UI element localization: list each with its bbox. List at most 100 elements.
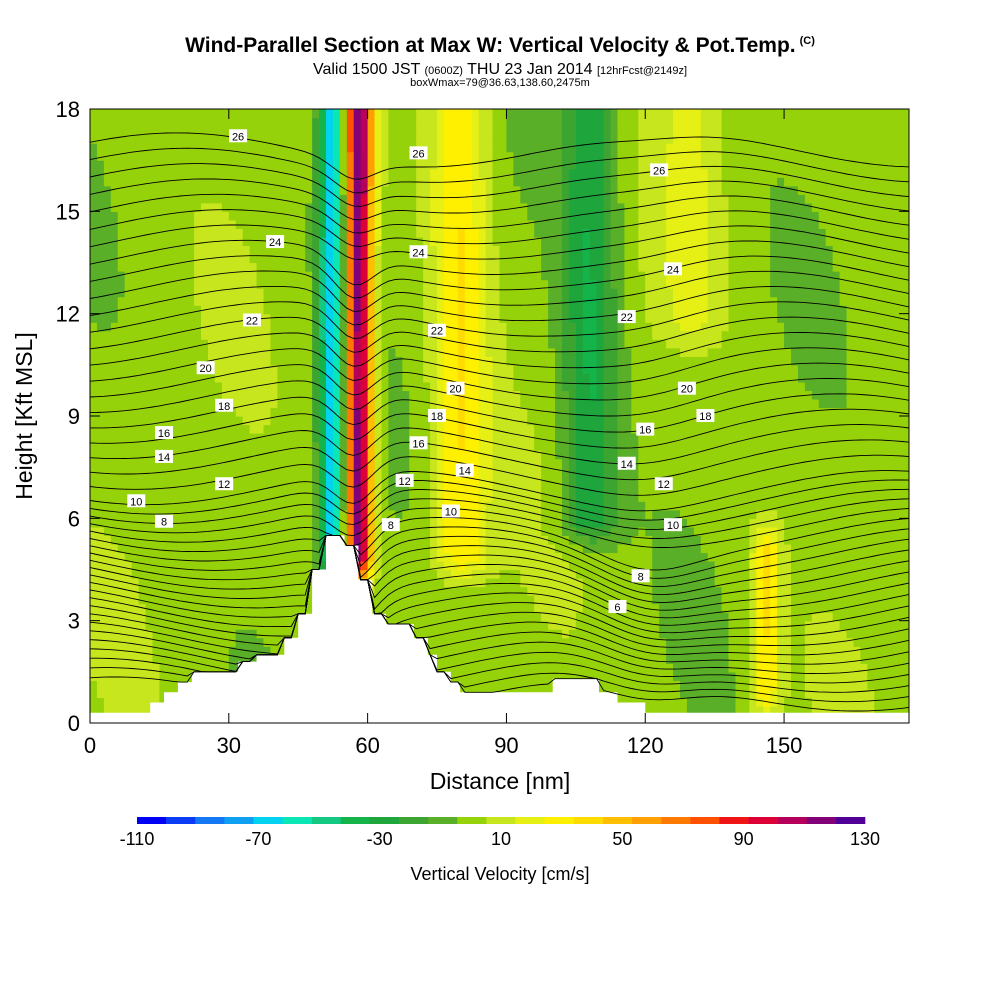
velocity-cell [138,347,147,357]
velocity-cell [138,552,147,562]
velocity-cell [388,450,396,460]
velocity-cell [207,578,216,588]
velocity-cell [103,245,112,255]
velocity-cell [409,501,417,511]
velocity-cell [346,339,355,349]
velocity-cell [96,279,105,289]
velocity-cell [207,424,216,434]
velocity-cell [263,211,272,221]
velocity-cell [464,671,473,681]
velocity-cell [513,637,521,647]
velocity-cell [464,535,473,545]
velocity-cell [117,697,126,707]
velocity-cell [221,578,230,588]
velocity-cell [561,185,570,195]
velocity-cell [339,407,348,417]
velocity-cell [555,543,563,554]
velocity-cell [485,671,494,681]
velocity-cell [194,407,202,417]
velocity-cell [298,535,306,545]
velocity-cell [360,185,369,195]
velocity-cell [353,236,362,247]
velocity-cell [221,458,230,468]
velocity-cell [214,151,223,161]
velocity-cell [409,390,417,400]
velocity-cell [201,296,209,306]
velocity-cell [249,629,258,639]
velocity-cell [381,492,390,502]
velocity-cell [298,407,306,417]
velocity-cell [221,603,230,613]
velocity-cell [416,381,424,392]
velocity-cell [457,288,466,298]
velocity-cell [409,134,417,144]
velocity-cell [492,109,501,119]
velocity-cell [423,458,431,468]
velocity-cell [173,160,181,170]
velocity-cell [284,390,292,400]
velocity-cell [277,219,285,229]
velocity-cell [332,296,341,306]
velocity-cell [152,578,161,588]
velocity-cell [103,518,112,528]
velocity-cell [339,134,348,144]
velocity-cell [541,535,549,545]
velocity-cell [541,219,549,229]
velocity-cell [256,160,265,170]
velocity-cell [256,526,265,536]
velocity-cell [284,552,292,562]
velocity-cell [527,424,535,434]
velocity-cell [298,219,306,229]
velocity-cell [256,637,265,647]
velocity-cell [221,117,230,127]
velocity-cell [353,211,362,221]
velocity-cell [180,569,188,579]
velocity-cell [457,168,466,178]
velocity-cell [214,390,223,400]
velocity-cell [90,637,98,647]
velocity-cell [499,296,508,306]
velocity-cell [450,637,459,647]
velocity-cell [325,313,334,323]
velocity-cell [90,705,98,716]
velocity-cell [388,356,396,366]
velocity-cell [291,356,299,366]
velocity-cell [117,424,126,434]
velocity-cell [450,450,459,460]
velocity-cell [96,177,105,187]
velocity-cell [367,117,376,127]
velocity-cell [96,705,105,716]
velocity-cell [464,288,473,298]
velocity-cell [298,202,306,212]
velocity-cell [207,271,216,281]
velocity-cell [478,373,487,383]
velocity-cell [395,526,403,536]
velocity-cell [221,271,230,281]
velocity-cell [548,398,556,409]
velocity-cell [235,595,244,605]
velocity-cell [194,194,202,204]
velocity-cell [332,194,341,204]
velocity-cell [90,680,98,690]
velocity-cell [221,620,230,630]
velocity-cell [388,271,396,281]
velocity-cell [228,416,237,426]
velocity-cell [450,151,459,161]
velocity-cell [409,484,417,494]
velocity-cell [298,262,306,272]
velocity-cell [159,236,167,247]
velocity-cell [214,185,223,195]
velocity-cell [228,407,237,417]
velocity-cell [402,586,410,596]
velocity-cell [270,526,278,536]
velocity-cell [527,305,535,315]
velocity-cell [409,526,417,536]
velocity-cell [173,126,181,136]
velocity-cell [395,458,403,468]
velocity-cell [284,185,292,195]
velocity-cell [499,373,508,383]
velocity-cell [166,211,174,221]
velocity-cell [110,211,119,221]
velocity-cell [464,126,473,136]
velocity-cell [201,416,209,426]
